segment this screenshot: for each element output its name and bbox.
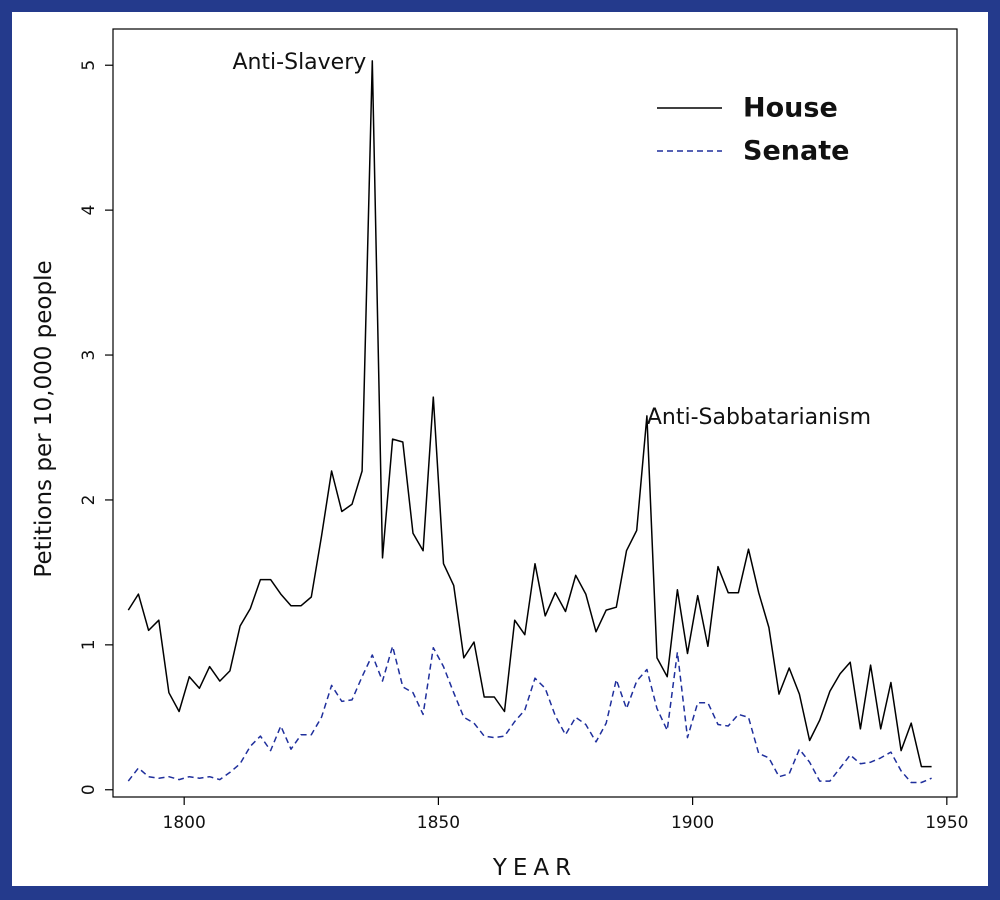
plot-area: [112, 28, 958, 798]
series-line-senate: [127, 645, 932, 784]
series-lines: [127, 60, 932, 784]
y-tick-label-1: 1: [79, 639, 99, 650]
series-line-house: [127, 60, 932, 768]
legend: House Senate: [657, 93, 849, 167]
annotation-anti-slavery: Anti-Slavery: [232, 50, 366, 75]
x-axis: 1800 1850 1900 1950: [163, 797, 968, 833]
x-tick-label-0: 1800: [163, 813, 206, 833]
y-tick-label-2: 2: [79, 495, 99, 506]
legend-label-senate: Senate: [743, 136, 849, 167]
x-tick-label-1: 1850: [417, 813, 460, 833]
legend-label-house: House: [743, 93, 838, 124]
y-axis: 0 1 2 3 4 5: [79, 60, 113, 795]
y-tick-label-4: 4: [79, 205, 99, 216]
y-tick-label-0: 0: [79, 784, 99, 795]
x-axis-title: YEAR: [492, 855, 577, 881]
x-tick-label-3: 1950: [925, 813, 968, 833]
y-axis-title: Petitions per 10,000 people: [31, 260, 57, 577]
x-tick-label-2: 1900: [671, 813, 714, 833]
annotations: Anti-Slavery Anti-Sabbatarianism: [232, 50, 871, 430]
y-tick-label-5: 5: [79, 60, 99, 71]
y-tick-label-3: 3: [79, 350, 99, 361]
annotation-anti-sabbatarianism: Anti-Sabbatarianism: [647, 405, 871, 430]
